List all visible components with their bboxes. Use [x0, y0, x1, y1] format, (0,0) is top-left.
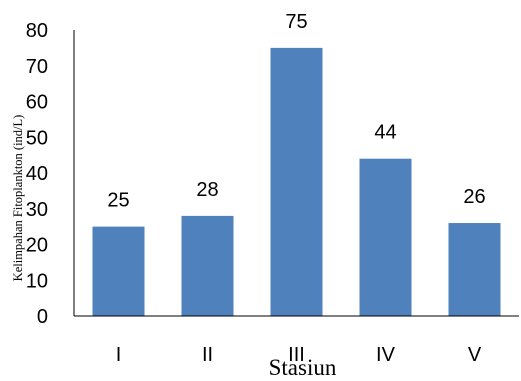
y-tick-label: 20: [26, 235, 48, 257]
data-label: 26: [463, 186, 485, 208]
bar: [270, 47, 323, 316]
y-tick-label: 0: [37, 306, 48, 328]
bar: [92, 226, 145, 316]
x-axis-ticks: I II III IV V: [116, 344, 482, 366]
y-axis-ticks: 0 10 20 30 40 50 60 70 80: [26, 20, 48, 328]
y-axis-title: Kelimpahan Fitoplankton (ind/L): [11, 115, 25, 282]
data-labels: 25 28 75 44 26: [107, 11, 485, 212]
y-tick-label: 30: [26, 199, 48, 221]
bar: [359, 158, 412, 316]
y-tick-label: 60: [26, 92, 48, 114]
y-tick-label: 10: [26, 270, 48, 292]
data-label: 25: [107, 190, 129, 212]
bar: [181, 215, 234, 316]
data-label: 28: [196, 179, 218, 201]
bars: [92, 47, 501, 316]
y-tick-label: 70: [26, 56, 48, 78]
x-tick-label: I: [116, 344, 122, 366]
x-tick-label: V: [468, 344, 482, 366]
data-label: 75: [285, 11, 307, 33]
y-tick-label: 40: [26, 163, 48, 185]
x-axis-title: Stasiun: [269, 355, 337, 380]
bar: [448, 223, 501, 316]
y-tick-label: 80: [26, 20, 48, 42]
data-label: 44: [374, 122, 396, 144]
x-tick-label: III: [288, 344, 305, 366]
x-tick-label: II: [202, 344, 213, 366]
x-tick-label: IV: [376, 344, 396, 366]
y-tick-label: 50: [26, 127, 48, 149]
